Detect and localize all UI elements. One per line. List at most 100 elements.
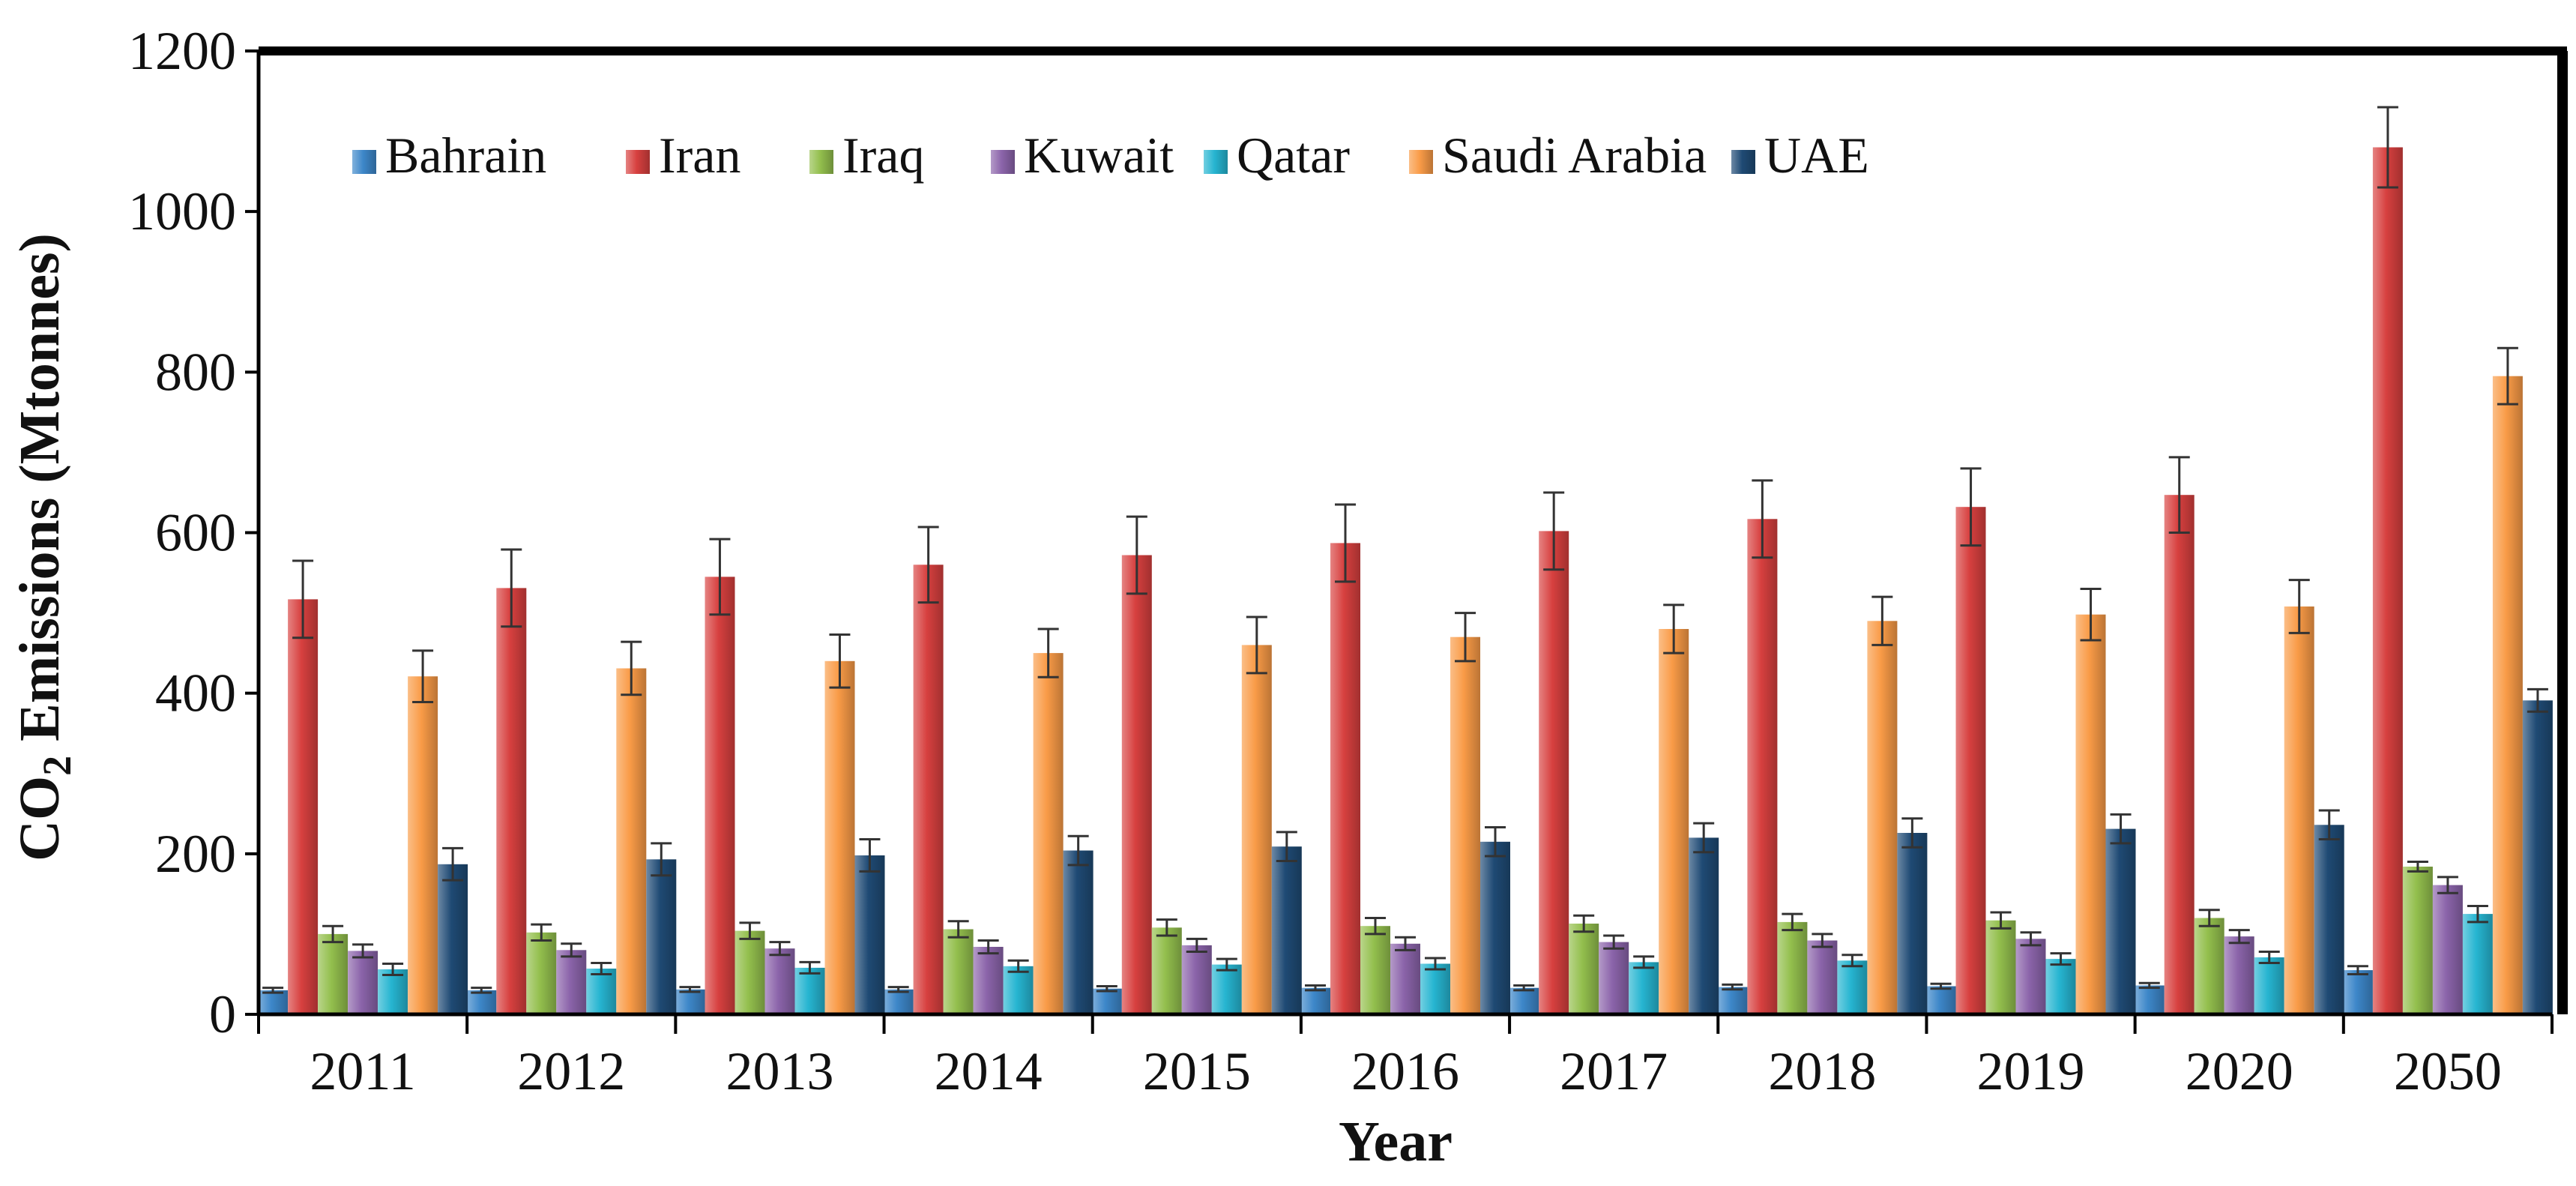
y-tick-label: 0: [209, 984, 236, 1044]
error-bars-layer: [262, 106, 2548, 994]
error-bar-bahrain-2020: [2138, 981, 2160, 990]
bar-saudi-arabia-2013: [824, 660, 855, 1014]
error-bar-uae-2014: [1067, 834, 1089, 867]
error-bar-qatar-2012: [591, 961, 612, 975]
error-bar-iraq-2017: [1573, 914, 1595, 933]
legend-swatch-iraq: [809, 150, 833, 174]
bar-uae-2016: [1480, 841, 1510, 1014]
error-bar-uae-2018: [1901, 817, 1923, 849]
error-bar-iraq-2014: [947, 920, 969, 939]
bar-qatar-2020: [2254, 957, 2284, 1014]
error-bar-bahrain-2011: [262, 987, 284, 994]
bar-iraq-2019: [1985, 920, 2016, 1014]
error-bar-uae-2050: [2527, 687, 2548, 713]
bar-iraq-2015: [1151, 927, 1182, 1014]
bar-qatar-2013: [794, 967, 825, 1014]
x-tick-label: 2011: [310, 1041, 415, 1101]
y-tick-label: 1200: [128, 21, 236, 81]
x-tick-label: 2050: [2394, 1041, 2502, 1101]
error-bar-uae-2013: [859, 838, 881, 873]
error-bar-iraq-2011: [322, 924, 344, 944]
legend-item-iraq: Iraq: [809, 127, 924, 184]
bar-iraq-2012: [526, 932, 557, 1014]
bar-iraq-2020: [2194, 918, 2224, 1014]
error-bar-iraq-2050: [2407, 861, 2428, 873]
legend-item-qatar: Qatar: [1204, 127, 1350, 184]
error-bar-uae-2019: [2110, 813, 2132, 845]
legend-item-iran: Iran: [626, 127, 740, 184]
bar-kuwait-2014: [973, 947, 1004, 1014]
error-bar-bahrain-2012: [471, 987, 492, 994]
x-tick-label: 2012: [517, 1041, 625, 1101]
bar-bahrain-2013: [675, 989, 705, 1014]
bar-kuwait-2050: [2432, 885, 2463, 1014]
error-bar-iraq-2020: [2198, 909, 2220, 927]
bar-iran-2017: [1539, 531, 1569, 1014]
bar-kuwait-2012: [556, 950, 587, 1014]
x-tick-label: 2013: [726, 1041, 833, 1101]
bar-saudi-arabia-2016: [1450, 636, 1480, 1014]
y-tick-label: 200: [155, 824, 236, 884]
bar-saudi-arabia-2015: [1241, 645, 1272, 1014]
legend-label-kuwait: Kuwait: [1024, 127, 1174, 184]
bar-qatar-2019: [2045, 959, 2076, 1014]
legend-item-saudi-arabia: Saudi Arabia: [1409, 127, 1707, 184]
error-bar-saudi-arabia-2019: [2080, 587, 2102, 642]
bar-iran-2019: [1955, 507, 1986, 1014]
bar-kuwait-2017: [1599, 942, 1629, 1014]
error-bar-iran-2018: [1752, 479, 1773, 559]
bar-iran-2018: [1747, 519, 1778, 1014]
bar-uae-2013: [854, 855, 885, 1014]
bar-saudi-arabia-2018: [1867, 621, 1898, 1014]
bar-kuwait-2015: [1181, 945, 1212, 1014]
bar-iraq-2013: [735, 930, 765, 1014]
legend-swatch-uae: [1731, 150, 1755, 174]
error-bar-kuwait-2013: [769, 941, 791, 957]
bar-iran-2013: [705, 577, 735, 1014]
bar-uae-2011: [438, 864, 468, 1014]
error-bar-iran-2013: [709, 538, 731, 616]
x-tick-label: 2017: [1560, 1041, 1668, 1101]
y-tick-label: 600: [155, 503, 236, 563]
error-bar-kuwait-2017: [1603, 934, 1625, 950]
error-bar-saudi-arabia-2013: [829, 633, 851, 689]
error-bar-iran-2012: [501, 548, 522, 628]
bar-qatar-2015: [1211, 964, 1242, 1014]
bar-bahrain-2012: [466, 990, 497, 1014]
x-tick-label: 2020: [2186, 1041, 2293, 1101]
error-bar-qatar-2019: [2050, 952, 2072, 966]
bar-bahrain-2050: [2342, 970, 2373, 1014]
error-bar-iran-2014: [917, 526, 939, 604]
error-bar-qatar-2050: [2467, 904, 2488, 924]
legend-item-uae: UAE: [1731, 127, 1869, 184]
error-bar-uae-2017: [1693, 822, 1715, 854]
error-bar-iran-2015: [1126, 515, 1147, 595]
error-bar-iran-2017: [1543, 491, 1565, 571]
x-tick-label: 2016: [1351, 1041, 1459, 1101]
legend-label-iraq: Iraq: [842, 127, 924, 184]
error-bar-bahrain-2019: [1930, 982, 1952, 990]
bar-kuwait-2018: [1807, 940, 1838, 1014]
axes-layer: 0 200 400 600 800 1000 1200 2011 2012 2013 2014 201…: [128, 21, 2568, 1101]
legend-label-bahrain: Bahrain: [385, 127, 546, 184]
bar-uae-2015: [1271, 846, 1302, 1014]
bar-bahrain-2019: [1925, 986, 1956, 1014]
error-bar-iran-2016: [1335, 503, 1356, 583]
error-bar-qatar-2013: [799, 960, 821, 975]
error-bar-bahrain-2018: [1722, 983, 1743, 991]
bars-layer: [258, 147, 2553, 1015]
bar-uae-2014: [1063, 850, 1094, 1014]
x-tick-label: 2019: [1977, 1041, 2085, 1101]
legend-swatch-qatar: [1204, 150, 1228, 174]
x-tick-label: 2014: [935, 1041, 1043, 1101]
bar-kuwait-2019: [2015, 939, 2046, 1014]
error-bar-qatar-2018: [1841, 954, 1863, 968]
error-bar-bahrain-2014: [887, 986, 909, 993]
error-bar-uae-2016: [1485, 825, 1506, 858]
error-bar-saudi-arabia-2012: [621, 640, 642, 696]
bar-iraq-2011: [318, 933, 349, 1014]
x-tick-label: 2015: [1143, 1041, 1251, 1101]
bar-iraq-2014: [943, 929, 974, 1014]
bar-iraq-2050: [2402, 867, 2433, 1014]
